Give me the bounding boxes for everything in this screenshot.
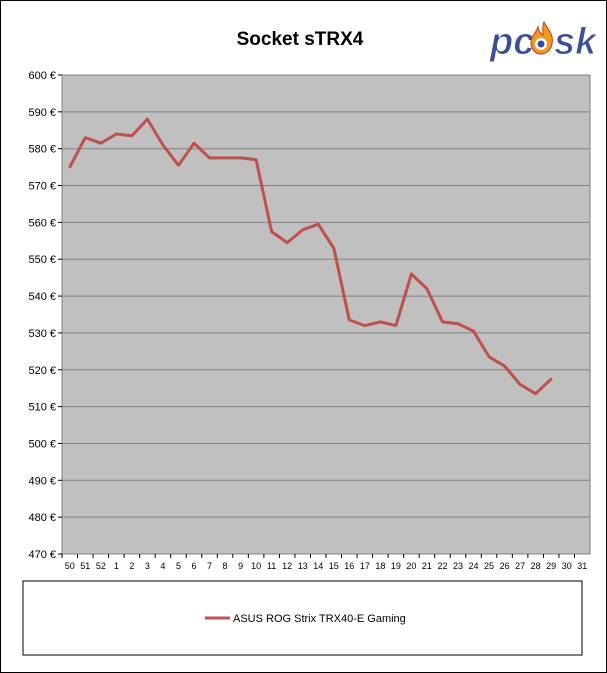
x-tick-label: 4 [160,561,165,571]
y-tick-label: 570 € [28,181,56,193]
x-tick-label: 16 [344,561,354,571]
x-tick-label: 29 [546,561,556,571]
legend-box [22,580,583,656]
data-point [146,118,149,121]
data-point [549,377,553,381]
data-point [177,164,180,167]
data-point [518,383,522,386]
x-tick-label: 26 [500,561,510,571]
x-tick-label: 24 [469,561,479,571]
data-point [223,156,227,160]
x-tick-label: 7 [207,561,212,571]
plot-area [61,74,591,555]
x-tick-label: 52 [96,561,106,571]
series-line [68,117,553,396]
x-tick-label: 2 [129,561,134,571]
x-axis-ticks: 50 51 52 1 2 3 4 5 6 7 8 9 10 11 12 13 14 15 16 17 18 19 20 21 2… [61,554,587,571]
y-tick-label: 510 € [28,402,56,414]
x-tick-label: 1 [114,561,119,571]
x-tick-label: 10 [251,561,261,571]
gridlines [62,111,590,518]
y-tick-label: 590 € [28,107,56,119]
data-point [239,156,242,160]
flame-icon [530,20,553,55]
logo-text-right: sk [554,21,598,63]
x-tick-label: 31 [577,561,587,571]
y-tick-label: 490 € [28,475,56,487]
data-point [301,228,304,231]
pcosk-logo: pc sk [489,20,599,64]
y-tick-label: 500 € [28,438,56,450]
data-point [99,141,103,145]
x-tick-label: 28 [531,561,541,571]
x-tick-label: 8 [223,561,228,571]
y-tick-label: 480 € [28,512,56,524]
data-point [254,158,258,161]
data-point [192,141,196,145]
data-point [456,322,460,325]
data-point [534,392,537,395]
data-point [379,320,382,324]
x-tick-label: 22 [437,561,447,571]
data-point [115,132,118,136]
y-tick-label: 470 € [28,549,56,561]
series-layer [68,117,553,396]
data-point [317,223,320,226]
x-tick-label: 18 [375,561,385,571]
y-tick-label: 520 € [28,365,56,377]
y-axis-ticks: 470 € 480 € 490 € 500 € 510 € 520 € 530 € 540 €… [28,70,62,561]
data-point [348,318,351,322]
data-point [161,143,165,147]
data-point [208,156,211,160]
data-point [84,136,87,139]
y-tick-label: 530 € [28,328,56,340]
y-tick-label: 580 € [28,144,56,156]
x-tick-label: 12 [282,561,292,571]
data-point [441,320,444,324]
x-tick-label: 15 [329,561,339,571]
x-tick-label: 11 [267,561,276,571]
data-point [394,324,398,327]
x-tick-label: 30 [562,561,572,571]
x-tick-label: 27 [515,561,525,571]
y-tick-label: 560 € [28,217,56,229]
data-point [332,246,335,250]
x-tick-label: 13 [298,561,308,571]
x-tick-label: 51 [80,561,90,571]
data-point [487,355,491,359]
x-tick-label: 23 [453,561,463,571]
x-tick-label: 50 [65,561,75,571]
chart-title: Socket sTRX4 [237,29,364,50]
x-tick-label: 17 [360,561,370,571]
x-tick-label: 21 [422,561,432,571]
data-point [130,134,134,137]
data-point [363,324,367,327]
data-point [503,364,506,368]
data-point [285,241,289,244]
data-point [472,329,475,333]
logo-text-left: pc [489,21,534,63]
x-tick-label: 6 [191,561,196,571]
y-tick-label: 540 € [28,291,56,303]
data-point [270,230,273,233]
y-tick-label: 550 € [28,254,56,266]
y-tick-label: 600 € [28,70,56,82]
x-tick-label: 19 [391,561,401,571]
x-tick-label: 5 [176,561,181,571]
x-tick-label: 3 [145,561,150,571]
data-point [425,287,429,290]
legend-label: ASUS ROG Strix TRX40-E Gaming [233,613,406,625]
data-point [410,272,413,276]
x-tick-label: 9 [238,561,243,571]
x-tick-label: 14 [313,561,323,571]
x-tick-label: 25 [484,561,494,571]
x-tick-label: 20 [406,561,416,571]
data-point [68,165,71,169]
